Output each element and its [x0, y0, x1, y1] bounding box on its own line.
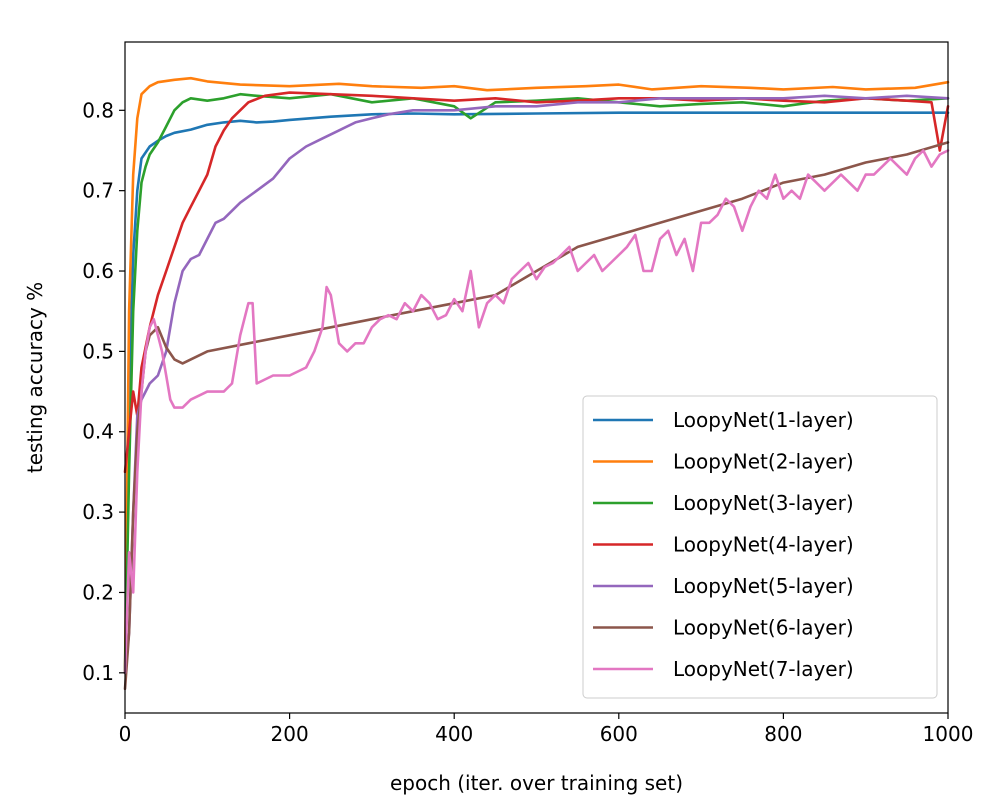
- x-tick-label: 200: [271, 722, 309, 746]
- legend-label-5: LoopyNet(5-layer): [673, 574, 854, 598]
- x-tick-label: 0: [119, 722, 132, 746]
- series-line-3: [123, 92, 950, 675]
- y-axis-label: testing accuracy %: [23, 282, 47, 473]
- series-line-2: [123, 76, 950, 675]
- y-tick-label: 0.3: [82, 500, 114, 524]
- series-line-7: [123, 149, 950, 675]
- legend: LoopyNet(1-layer) LoopyNet(2-layer) LoopyN…: [582, 395, 938, 699]
- series-line-4: [123, 91, 950, 474]
- x-tick-label: 400: [435, 722, 473, 746]
- series-line-1: [123, 111, 950, 675]
- y-tick-label: 0.2: [82, 580, 114, 604]
- legend-label-2: LoopyNet(2-layer): [673, 450, 854, 474]
- y-tick-label: 0.5: [82, 339, 114, 363]
- legend-label-6: LoopyNet(6-layer): [673, 616, 854, 640]
- legend-label-4: LoopyNet(4-layer): [673, 533, 854, 557]
- x-axis-label: epoch (iter. over training set): [390, 771, 683, 795]
- y-tick-label: 0.8: [82, 98, 114, 122]
- legend-box: [582, 395, 938, 699]
- y-tick-label: 0.6: [82, 259, 114, 283]
- legend-label-3: LoopyNet(3-layer): [673, 491, 854, 515]
- x-tick-label: 1000: [923, 722, 974, 746]
- x-tick-label: 800: [764, 722, 802, 746]
- legend-label-7: LoopyNet(7-layer): [673, 657, 854, 681]
- ticks-layer: 0 200 400 600 800 1000 0.1 0.2 0.3 0.4 0.5 0.6 0.7 0.…: [82, 98, 973, 746]
- y-tick-label: 0.1: [82, 661, 114, 685]
- series-layer: [123, 76, 950, 691]
- y-tick-label: 0.7: [82, 179, 114, 203]
- series-line-5: [123, 94, 950, 675]
- plot-frame: [124, 41, 949, 714]
- legend-label-1: LoopyNet(1-layer): [673, 408, 854, 432]
- y-tick-label: 0.4: [82, 420, 114, 444]
- x-tick-label: 600: [600, 722, 638, 746]
